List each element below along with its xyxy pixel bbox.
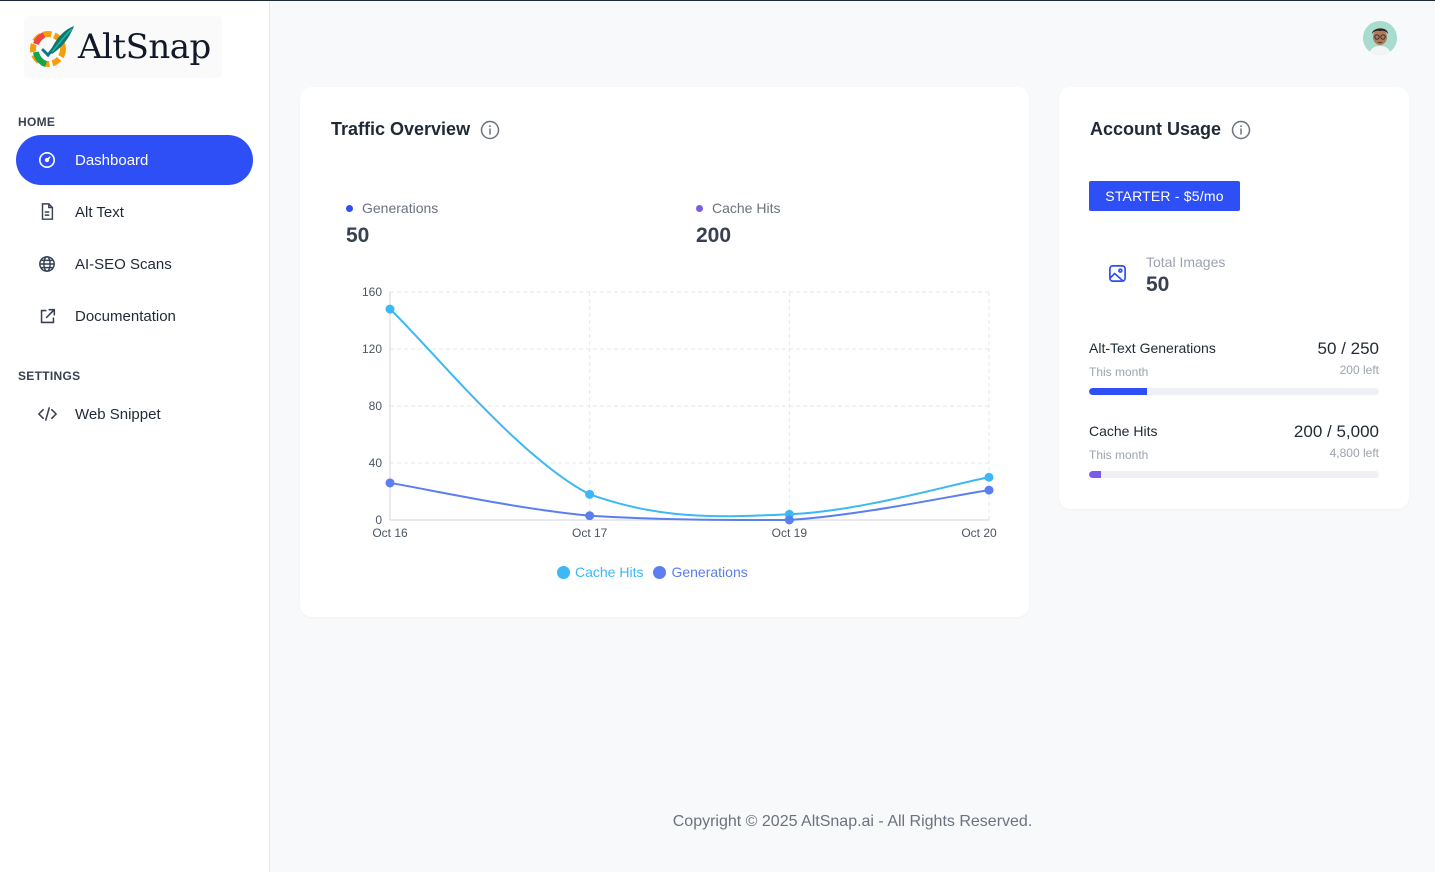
sidebar-item-dashboard[interactable]: Dashboard: [16, 135, 253, 185]
external-link-icon: [37, 306, 57, 326]
y-tick-label: 0: [375, 513, 382, 527]
cache-hits-dot: [696, 204, 703, 212]
sidebar: AltSnap HOME Dashboard Alt Text AI-SEO S…: [0, 2, 270, 872]
plan-badge[interactable]: STARTER - $5/mo: [1089, 181, 1240, 211]
brand-name: AltSnap: [78, 27, 211, 67]
y-tick-label: 160: [362, 285, 382, 299]
alt-text-progress-fill: [1089, 388, 1147, 395]
cache-hits-progress-bar: [1089, 471, 1379, 478]
data-point-generations: [984, 485, 994, 495]
sidebar-item-ai-seo-scans[interactable]: AI-SEO Scans: [16, 239, 253, 289]
globe-icon: [37, 254, 57, 274]
legend-label: Cache Hits: [575, 564, 644, 580]
cache-hits-left: 4,800 left: [1329, 446, 1379, 460]
series-line-cache-hits: [389, 308, 990, 518]
legend-generations-dot: [653, 565, 667, 579]
x-tick-label: Oct 20: [961, 526, 997, 540]
legend-item-generations[interactable]: Generations: [653, 564, 748, 580]
chart-legend: Cache Hits Generations: [557, 564, 758, 580]
alt-text-generations-sub: This month: [1089, 365, 1149, 379]
alt-text-progress-bar: [1089, 388, 1379, 395]
account-usage-card: [1059, 87, 1409, 509]
stat-generations-value: 50: [346, 224, 370, 247]
sidebar-item-label: Dashboard: [75, 151, 149, 169]
legend-label: Generations: [671, 564, 748, 580]
data-point-generations: [385, 478, 395, 488]
code-icon: [37, 404, 57, 424]
series-line-generations: [389, 481, 990, 522]
info-icon[interactable]: [480, 120, 500, 140]
data-point-cache-hits: [984, 472, 994, 482]
x-tick-label: Oct 16: [372, 526, 408, 540]
y-tick-label: 80: [369, 399, 383, 413]
generations-dot: [346, 204, 353, 212]
legend-item-cache-hits[interactable]: Cache Hits: [557, 564, 643, 580]
x-tick-label: Oct 19: [772, 526, 808, 540]
x-tick-label: Oct 17: [572, 526, 608, 540]
legend-cache-hits-dot: [557, 565, 570, 579]
y-tick-label: 120: [362, 342, 382, 356]
info-icon[interactable]: [1231, 120, 1251, 140]
sidebar-item-label: Web Snippet: [75, 405, 161, 423]
y-tick-label: 40: [369, 456, 383, 470]
traffic-overview-card: [300, 87, 1029, 617]
image-icon: [1109, 265, 1126, 282]
total-images-value: 50: [1146, 273, 1170, 296]
cache-hits-progress-fill: [1089, 471, 1101, 478]
cache-hits-value: 200 / 5,000: [1293, 422, 1379, 441]
alt-text-generations-label: Alt-Text Generations: [1089, 340, 1216, 356]
user-avatar[interactable]: [1363, 21, 1397, 55]
altsnap-logo-icon: [30, 26, 74, 67]
data-point-generations: [784, 515, 794, 525]
data-point-cache-hits: [585, 489, 595, 499]
stat-cache-hits-label: Cache Hits: [696, 200, 780, 216]
traffic-line-chart: 0 40 80 120 160 Oct 16 Oct 17 Oct 19 Oct 20: [362, 285, 997, 540]
stat-generations-label: Generations: [346, 200, 438, 216]
stat-label-text: Generations: [362, 200, 439, 216]
sidebar-item-alt-text[interactable]: Alt Text: [16, 187, 253, 237]
gauge-icon: [37, 150, 57, 170]
avatar-icon: [1363, 21, 1397, 55]
sidebar-item-label: Documentation: [75, 307, 176, 325]
alt-text-generations-value: 50 / 250: [1317, 339, 1379, 358]
footer-copyright: Copyright © 2025 AltSnap.ai - All Rights…: [672, 813, 1033, 830]
document-icon: [37, 202, 57, 222]
sidebar-item-web-snippet[interactable]: Web Snippet: [16, 389, 253, 439]
data-point-generations: [585, 511, 595, 521]
data-point-cache-hits: [385, 304, 395, 314]
usage-title-text: Account Usage: [1090, 119, 1222, 139]
usage-title: Account Usage: [1090, 119, 1251, 140]
brand-logo[interactable]: AltSnap: [24, 16, 222, 78]
sidebar-item-documentation[interactable]: Documentation: [16, 291, 253, 341]
cache-hits-label: Cache Hits: [1089, 423, 1158, 439]
stat-cache-hits-value: 200: [696, 224, 732, 247]
sidebar-item-label: Alt Text: [75, 203, 124, 221]
section-label-home: HOME: [18, 115, 56, 129]
sidebar-item-label: AI-SEO Scans: [75, 255, 172, 273]
traffic-title-text: Traffic Overview: [331, 119, 471, 139]
total-images-label: Total Images: [1146, 254, 1226, 270]
traffic-title: Traffic Overview: [331, 119, 500, 140]
stat-label-text: Cache Hits: [712, 200, 781, 216]
alt-text-generations-left: 200 left: [1339, 363, 1379, 377]
section-label-settings: SETTINGS: [18, 369, 81, 383]
cache-hits-sub: This month: [1089, 448, 1149, 462]
